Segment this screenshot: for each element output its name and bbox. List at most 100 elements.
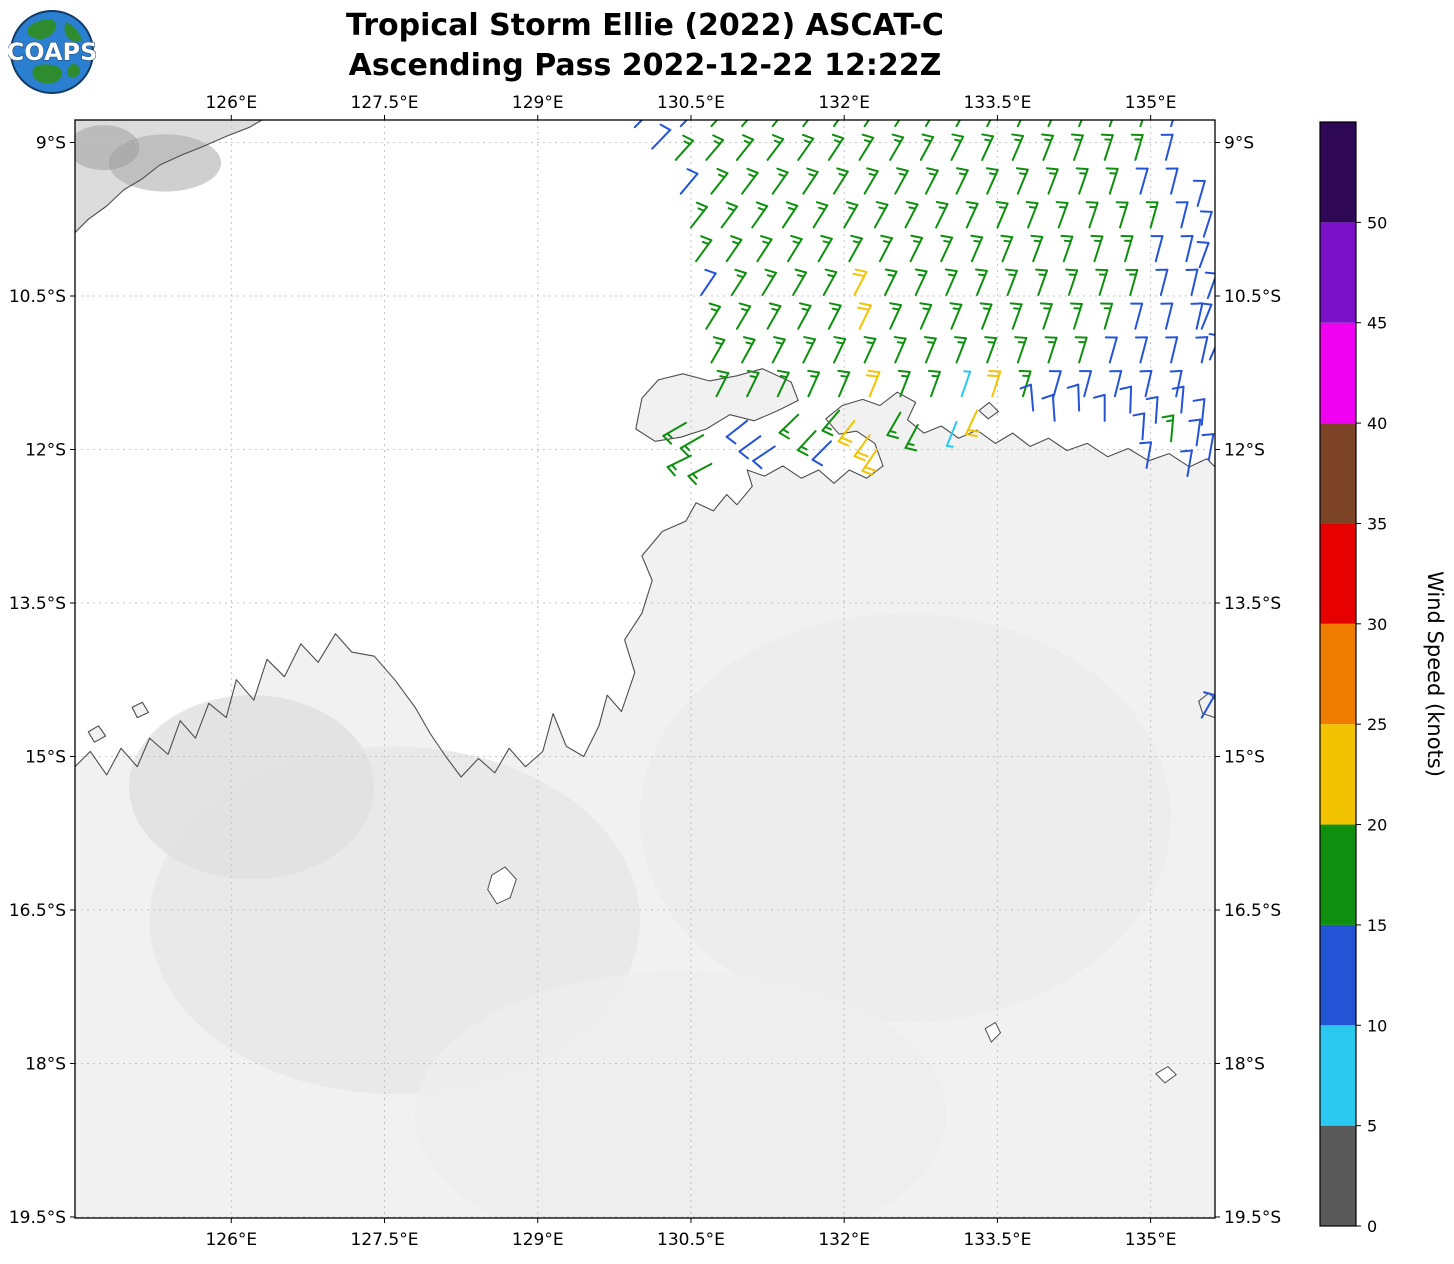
title-line1: Tropical Storm Ellie (2022) ASCAT-C xyxy=(346,8,944,43)
wind-barb xyxy=(1100,302,1114,330)
y-tick-label-left: 10.5°S xyxy=(9,287,66,307)
wind-barb xyxy=(1150,235,1164,263)
wind-barb xyxy=(1160,302,1174,330)
colorbar-tick-label: 20 xyxy=(1367,816,1387,835)
wind-barb xyxy=(1011,133,1025,161)
wind-barb xyxy=(1169,369,1183,398)
coaps-logo: COAPS xyxy=(6,8,98,96)
colorbar-tick-label: 40 xyxy=(1367,414,1387,433)
wind-barb xyxy=(796,430,817,457)
wind-barb xyxy=(884,268,898,296)
wind-barb xyxy=(940,234,954,263)
wind-barb xyxy=(1134,336,1148,364)
wind-barb xyxy=(1188,418,1202,447)
x-tick-label-top: 127.5°E xyxy=(351,93,419,113)
x-tick-label-bottom: 133.5°E xyxy=(963,1230,1031,1250)
wind-barb xyxy=(695,235,713,263)
wind-barb xyxy=(687,462,713,486)
wind-barb xyxy=(1196,240,1210,269)
wind-barb xyxy=(679,120,689,128)
colorbar-frame xyxy=(1319,121,1357,1227)
wind-barb xyxy=(827,302,842,330)
wind-barb xyxy=(954,336,967,364)
wind-barb xyxy=(986,369,1002,398)
wind-barb xyxy=(923,336,937,364)
wind-barb xyxy=(827,133,845,161)
coaps-logo-globe: COAPS xyxy=(6,10,98,94)
wind-barb xyxy=(752,445,776,470)
wind-barb xyxy=(781,201,799,229)
wind-barb xyxy=(725,419,749,445)
colorbar: 0 5 10 15 20 25 30 35 40 45 50 Wind Speed (knots) xyxy=(1319,121,1447,1236)
wind-barb xyxy=(1025,201,1039,229)
wind-barb xyxy=(1179,449,1193,478)
wind-barb xyxy=(1019,383,1035,412)
y-tick-label-left: 19.5°S xyxy=(9,1208,66,1228)
wind-barb xyxy=(679,168,699,195)
wind-barb xyxy=(776,369,790,398)
wind-barb xyxy=(985,167,999,195)
wind-barb xyxy=(705,302,722,330)
wind-barb xyxy=(766,302,782,330)
wind-barb xyxy=(751,201,769,229)
wind-barb xyxy=(1109,370,1123,398)
wind-barb xyxy=(904,201,919,229)
wind-barb xyxy=(679,434,705,457)
wind-barb xyxy=(1085,201,1099,229)
wind-barb xyxy=(1199,302,1213,330)
wind-barb xyxy=(771,336,786,364)
wind-barb xyxy=(666,454,692,477)
y-tick-label-right: 19.5°S xyxy=(1224,1208,1281,1228)
wind-barb xyxy=(1139,369,1153,398)
wind-barb xyxy=(986,120,992,128)
wind-barb xyxy=(787,234,803,263)
wind-barb xyxy=(1132,412,1146,441)
wind-barb xyxy=(710,167,729,195)
wind-barb xyxy=(924,167,939,195)
coastlines xyxy=(74,119,1216,1084)
colorbar-tick-label: 15 xyxy=(1367,916,1387,935)
wind-barb xyxy=(811,440,832,467)
wind-barb xyxy=(852,268,868,296)
wind-barb xyxy=(889,133,905,161)
colorbar-tick-label: 35 xyxy=(1367,514,1387,533)
wind-barb xyxy=(1065,268,1079,296)
wind-barb xyxy=(1145,395,1159,424)
y-tick-label-left: 9°S xyxy=(36,134,66,154)
wind-barb xyxy=(1161,414,1175,443)
x-tick-label-bottom: 132°E xyxy=(818,1230,870,1250)
wind-barb xyxy=(1055,201,1069,229)
x-tick-label-bottom: 126°E xyxy=(205,1230,257,1250)
wind-barb xyxy=(863,120,870,128)
wind-barb xyxy=(812,201,829,229)
wind-barb xyxy=(1120,235,1134,263)
wind-barb xyxy=(848,234,863,263)
colorbar-tick-label: 0 xyxy=(1367,1217,1377,1236)
wind-barb xyxy=(832,336,847,364)
colorbar-segment xyxy=(1320,824,1356,925)
wind-barb xyxy=(807,369,821,398)
x-tick-label-top: 129°E xyxy=(512,93,564,113)
colorbar-segment xyxy=(1320,1125,1356,1226)
wind-barb xyxy=(1015,167,1029,195)
y-tick-label-left: 18°S xyxy=(25,1054,66,1074)
wind-barb xyxy=(756,235,773,263)
wind-barb xyxy=(1175,201,1189,229)
wind-barb xyxy=(857,302,872,330)
wind-barb xyxy=(725,235,743,263)
colorbar-tick-label: 45 xyxy=(1367,314,1387,333)
y-tick-label-left: 16.5°S xyxy=(9,901,66,921)
colorbar-segment xyxy=(1320,322,1356,424)
wind-barb xyxy=(894,120,901,128)
wind-barb xyxy=(995,200,1009,229)
wind-barb xyxy=(1130,133,1144,161)
wind-barb xyxy=(1139,441,1153,469)
wind-barb xyxy=(741,120,749,128)
wind-barb xyxy=(1039,302,1053,330)
wind-barb xyxy=(861,448,878,476)
colorbar-tick-label: 5 xyxy=(1367,1117,1377,1136)
wind-barb xyxy=(1030,234,1044,263)
wind-barb xyxy=(1171,385,1185,414)
y-tick-label-right: 15°S xyxy=(1224,747,1265,767)
